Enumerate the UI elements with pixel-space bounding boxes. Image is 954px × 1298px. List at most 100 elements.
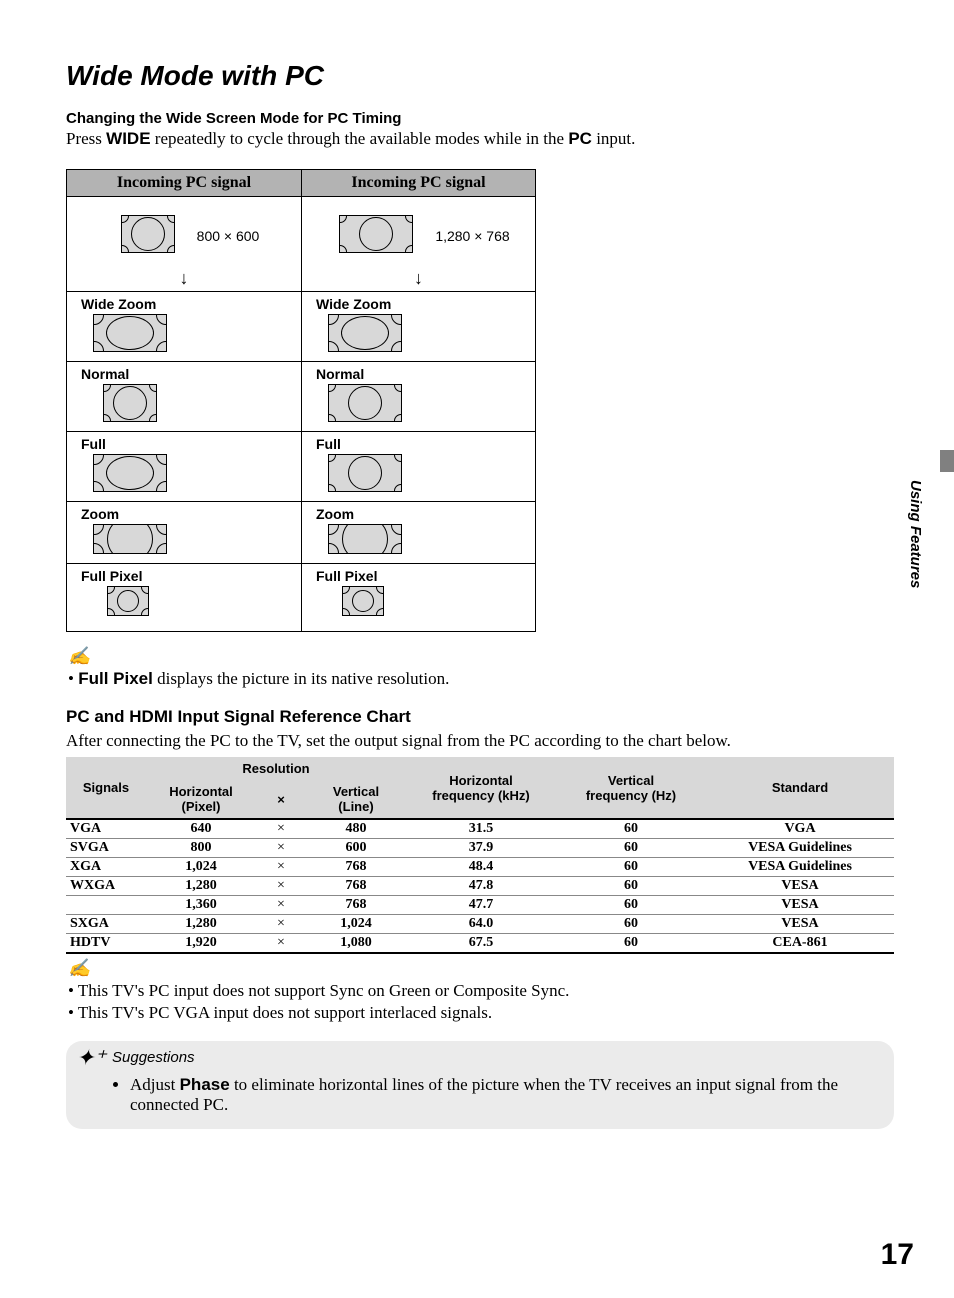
incoming-row: 1,280 × 768 — [302, 197, 535, 269]
cell-signal: SVGA — [66, 839, 146, 858]
cell-vfreq: 60 — [556, 896, 706, 915]
reference-chart-heading: PC and HDMI Input Signal Reference Chart — [66, 707, 894, 727]
mode-wide-zoom: Wide Zoom — [302, 291, 535, 361]
sugg-bold: Phase — [180, 1075, 230, 1094]
th-signals: Signals — [66, 757, 146, 819]
aspect-icon — [339, 215, 413, 253]
mode-label: Full Pixel — [81, 568, 291, 584]
cell-mult: × — [256, 839, 306, 858]
cell-signal: VGA — [66, 819, 146, 839]
full-pixel-note: • Full Pixel displays the picture in its… — [68, 669, 894, 689]
note-strong: Full Pixel — [78, 669, 153, 688]
cell-v: 1,080 — [306, 934, 406, 954]
cell-h: 800 — [146, 839, 256, 858]
th-vline: Vertical(Line) — [306, 780, 406, 819]
intro-text: Press WIDE repeatedly to cycle through t… — [66, 129, 894, 149]
cell-vfreq: 60 — [556, 915, 706, 934]
mode-full: Full — [302, 431, 535, 501]
down-arrow-icon: ↓ — [67, 269, 301, 291]
cell-standard: VESA Guidelines — [706, 839, 894, 858]
mode-label: Normal — [81, 366, 291, 382]
cell-vfreq: 60 — [556, 858, 706, 877]
cell-v: 768 — [306, 877, 406, 896]
cell-standard: CEA-861 — [706, 934, 894, 954]
mode-normal: Normal — [302, 361, 535, 431]
cell-signal: SXGA — [66, 915, 146, 934]
aspect-icon — [93, 454, 167, 492]
mode-label: Zoom — [81, 506, 291, 522]
side-tab-label: Using Features — [907, 480, 924, 588]
cell-v: 600 — [306, 839, 406, 858]
cell-mult: × — [256, 877, 306, 896]
mode-label: Wide Zoom — [81, 296, 291, 312]
cell-hfreq: 64.0 — [406, 915, 556, 934]
cell-mult: × — [256, 915, 306, 934]
table-row: VGA640×48031.560VGA — [66, 819, 894, 839]
cell-standard: VESA — [706, 877, 894, 896]
th-vfreq: Verticalfrequency (Hz) — [556, 757, 706, 819]
changing-heading: Changing the Wide Screen Mode for PC Tim… — [66, 110, 894, 127]
mode-full-pixel: Full Pixel — [67, 563, 301, 631]
cell-h: 1,360 — [146, 896, 256, 915]
table-row: SVGA800×60037.960VESA Guidelines — [66, 839, 894, 858]
mode-normal: Normal — [67, 361, 301, 431]
intro-part: Press — [66, 129, 106, 148]
cell-h: 1,280 — [146, 915, 256, 934]
cell-hfreq: 47.8 — [406, 877, 556, 896]
signal-column-right: Incoming PC signal 1,280 × 768 ↓ Wide Zo… — [301, 170, 535, 631]
mode-label: Normal — [316, 366, 525, 382]
th-standard: Standard — [706, 757, 894, 819]
mode-full-pixel: Full Pixel — [302, 563, 535, 631]
signal-header: Incoming PC signal — [302, 170, 535, 197]
aspect-icon — [342, 586, 384, 616]
note-text: displays the picture in its native resol… — [153, 669, 450, 688]
cell-h: 1,024 — [146, 858, 256, 877]
page-number: 17 — [881, 1238, 914, 1272]
table-row: XGA1,024×76848.460VESA Guidelines — [66, 858, 894, 877]
signals-box: Incoming PC signal 800 × 600 ↓ Wide Zoom… — [66, 169, 536, 632]
mode-label: Full — [81, 436, 291, 452]
aspect-icon — [328, 384, 402, 422]
th-mult: × — [256, 780, 306, 819]
cell-vfreq: 60 — [556, 877, 706, 896]
cell-hfreq: 47.7 — [406, 896, 556, 915]
note-icon: ✍ — [68, 958, 894, 979]
mode-wide-zoom: Wide Zoom — [67, 291, 301, 361]
cell-mult: × — [256, 858, 306, 877]
suggestion-item: Adjust Phase to eliminate horizontal lin… — [130, 1075, 876, 1115]
down-arrow-icon: ↓ — [302, 269, 535, 291]
table-row: WXGA1,280×76847.860VESA — [66, 877, 894, 896]
ref-intro: After connecting the PC to the TV, set t… — [66, 731, 894, 751]
page-title: Wide Mode with PC — [66, 60, 894, 92]
aspect-icon — [93, 314, 167, 352]
cell-mult: × — [256, 819, 306, 839]
cell-hfreq: 67.5 — [406, 934, 556, 954]
cell-standard: VESA — [706, 915, 894, 934]
th-hfreq: Horizontalfrequency (kHz) — [406, 757, 556, 819]
table-row: HDTV1,920×1,08067.560CEA-861 — [66, 934, 894, 954]
aspect-icon — [328, 524, 402, 554]
note-sync: • This TV's PC input does not support Sy… — [68, 981, 894, 1001]
aspect-icon — [328, 314, 402, 352]
wand-icon: ✦⁺ — [76, 1045, 106, 1071]
suggestions-heading: Suggestions — [112, 1049, 195, 1066]
intro-part: repeatedly to cycle through the availabl… — [151, 129, 569, 148]
signal-column-left: Incoming PC signal 800 × 600 ↓ Wide Zoom… — [67, 170, 301, 631]
th-hpixel: Horizontal(Pixel) — [146, 780, 256, 819]
cell-v: 768 — [306, 896, 406, 915]
signal-header: Incoming PC signal — [67, 170, 301, 197]
cell-vfreq: 60 — [556, 839, 706, 858]
cell-mult: × — [256, 934, 306, 954]
sugg-text: Adjust — [130, 1075, 180, 1094]
mode-zoom: Zoom — [302, 501, 535, 563]
note-interlaced: • This TV's PC VGA input does not suppor… — [68, 1003, 894, 1023]
mode-label: Zoom — [316, 506, 525, 522]
cell-v: 480 — [306, 819, 406, 839]
mode-label: Wide Zoom — [316, 296, 525, 312]
cell-mult: × — [256, 896, 306, 915]
cell-hfreq: 37.9 — [406, 839, 556, 858]
cell-vfreq: 60 — [556, 934, 706, 954]
note-icon: ✍ — [68, 646, 894, 667]
aspect-icon — [328, 454, 402, 492]
mode-full: Full — [67, 431, 301, 501]
